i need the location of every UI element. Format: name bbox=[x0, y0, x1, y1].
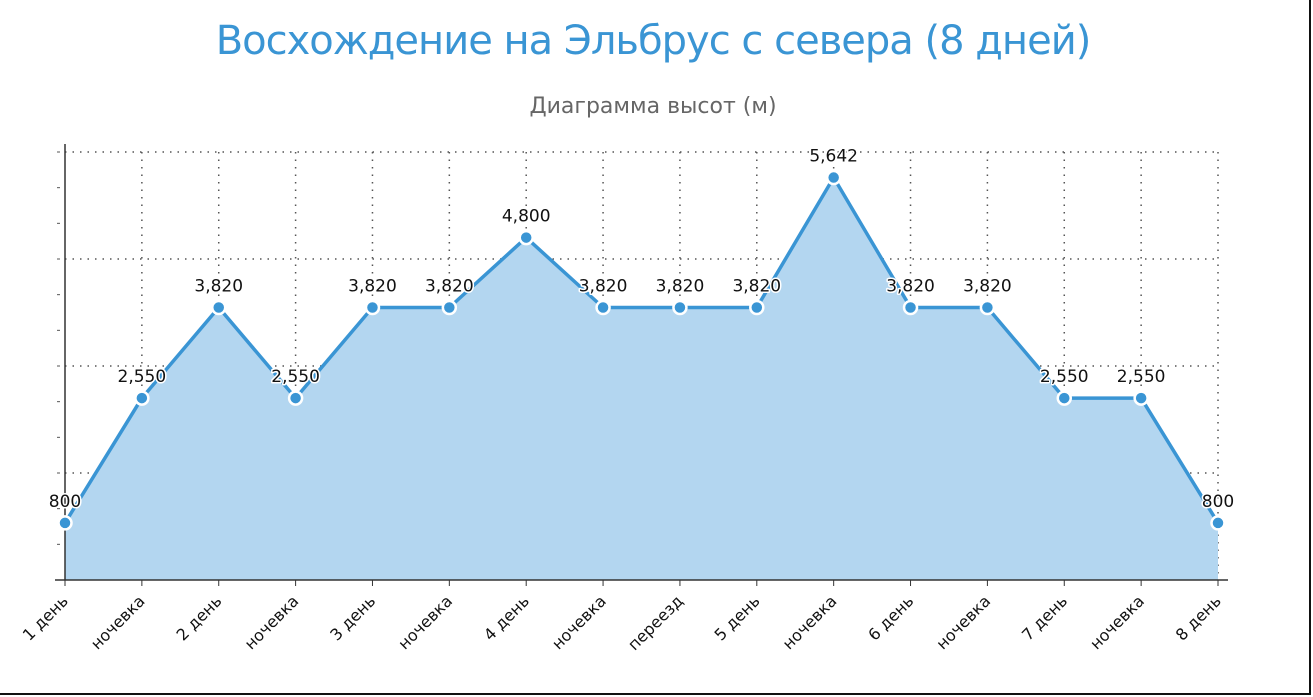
x-tick-label: 1 день bbox=[19, 591, 72, 644]
data-label: 2,550 bbox=[271, 367, 320, 387]
data-point bbox=[518, 229, 534, 246]
data-point bbox=[825, 169, 842, 186]
data-label: 5,642 bbox=[809, 147, 858, 167]
x-tick-label: ночевка bbox=[241, 591, 303, 653]
data-point bbox=[1210, 515, 1226, 531]
data-point bbox=[287, 390, 304, 406]
data-label: 3,820 bbox=[732, 277, 781, 297]
data-point bbox=[210, 299, 227, 316]
data-label: 800 bbox=[49, 492, 81, 512]
x-tick-label: 7 день bbox=[1018, 591, 1071, 644]
data-label: 3,820 bbox=[579, 277, 628, 297]
x-axis-tick-labels: 1 день ночевка 2 день ночевка 3 день ночевка 4… bbox=[19, 591, 1225, 654]
data-point bbox=[979, 299, 996, 316]
data-point bbox=[749, 299, 765, 316]
data-point bbox=[672, 299, 688, 316]
area-layer bbox=[65, 177, 1218, 580]
data-label: 4,800 bbox=[502, 207, 551, 227]
data-label: 3,820 bbox=[348, 277, 397, 297]
data-point bbox=[364, 299, 381, 316]
data-label: 3,820 bbox=[963, 277, 1012, 297]
x-tick-label: 4 день bbox=[480, 591, 533, 644]
data-point bbox=[441, 299, 458, 316]
data-label: 2,550 bbox=[118, 367, 167, 387]
data-label: 2,550 bbox=[1040, 367, 1089, 387]
data-label: 3,820 bbox=[656, 277, 705, 297]
data-point bbox=[57, 515, 73, 531]
data-label: 3,820 bbox=[194, 277, 243, 297]
x-tick-label: 8 день bbox=[1172, 591, 1225, 644]
chart-subtitle: Диаграмма высот (м) bbox=[529, 94, 777, 119]
x-tick-label: 2 день bbox=[172, 591, 225, 644]
data-label: 2,550 bbox=[1117, 367, 1166, 387]
axes bbox=[55, 144, 1228, 586]
data-point bbox=[1133, 390, 1149, 406]
data-labels: 800 2,550 3,820 2,550 3,820 3,820 4,800 3,820 3,… bbox=[47, 145, 1235, 513]
x-tick-label: 5 день bbox=[711, 591, 764, 644]
data-point bbox=[902, 299, 919, 316]
data-label: 800 bbox=[1202, 492, 1234, 512]
x-tick-label: ночевка bbox=[548, 591, 610, 653]
data-label: 3,820 bbox=[886, 277, 935, 297]
chart-title: Восхождение на Эльбрус с севера (8 дней) bbox=[215, 18, 1092, 64]
x-tick-label: ночевка bbox=[779, 591, 841, 653]
x-tick-label: переезд bbox=[624, 591, 687, 654]
x-tick-label: ночевка bbox=[932, 591, 994, 653]
series-line bbox=[63, 175, 1220, 524]
data-point bbox=[134, 390, 150, 406]
points-layer bbox=[57, 169, 1226, 531]
x-tick-label: ночевка bbox=[87, 591, 149, 653]
x-tick-label: 6 день bbox=[864, 591, 917, 644]
data-label: 3,820 bbox=[425, 277, 474, 297]
series-line-layer bbox=[63, 175, 1220, 524]
data-point bbox=[595, 299, 611, 316]
series-area bbox=[65, 177, 1218, 580]
x-tick-label: ночевка bbox=[1086, 591, 1148, 653]
x-tick-label: 3 день bbox=[326, 591, 379, 644]
data-point bbox=[1056, 390, 1073, 406]
x-tick-label: ночевка bbox=[394, 591, 456, 653]
